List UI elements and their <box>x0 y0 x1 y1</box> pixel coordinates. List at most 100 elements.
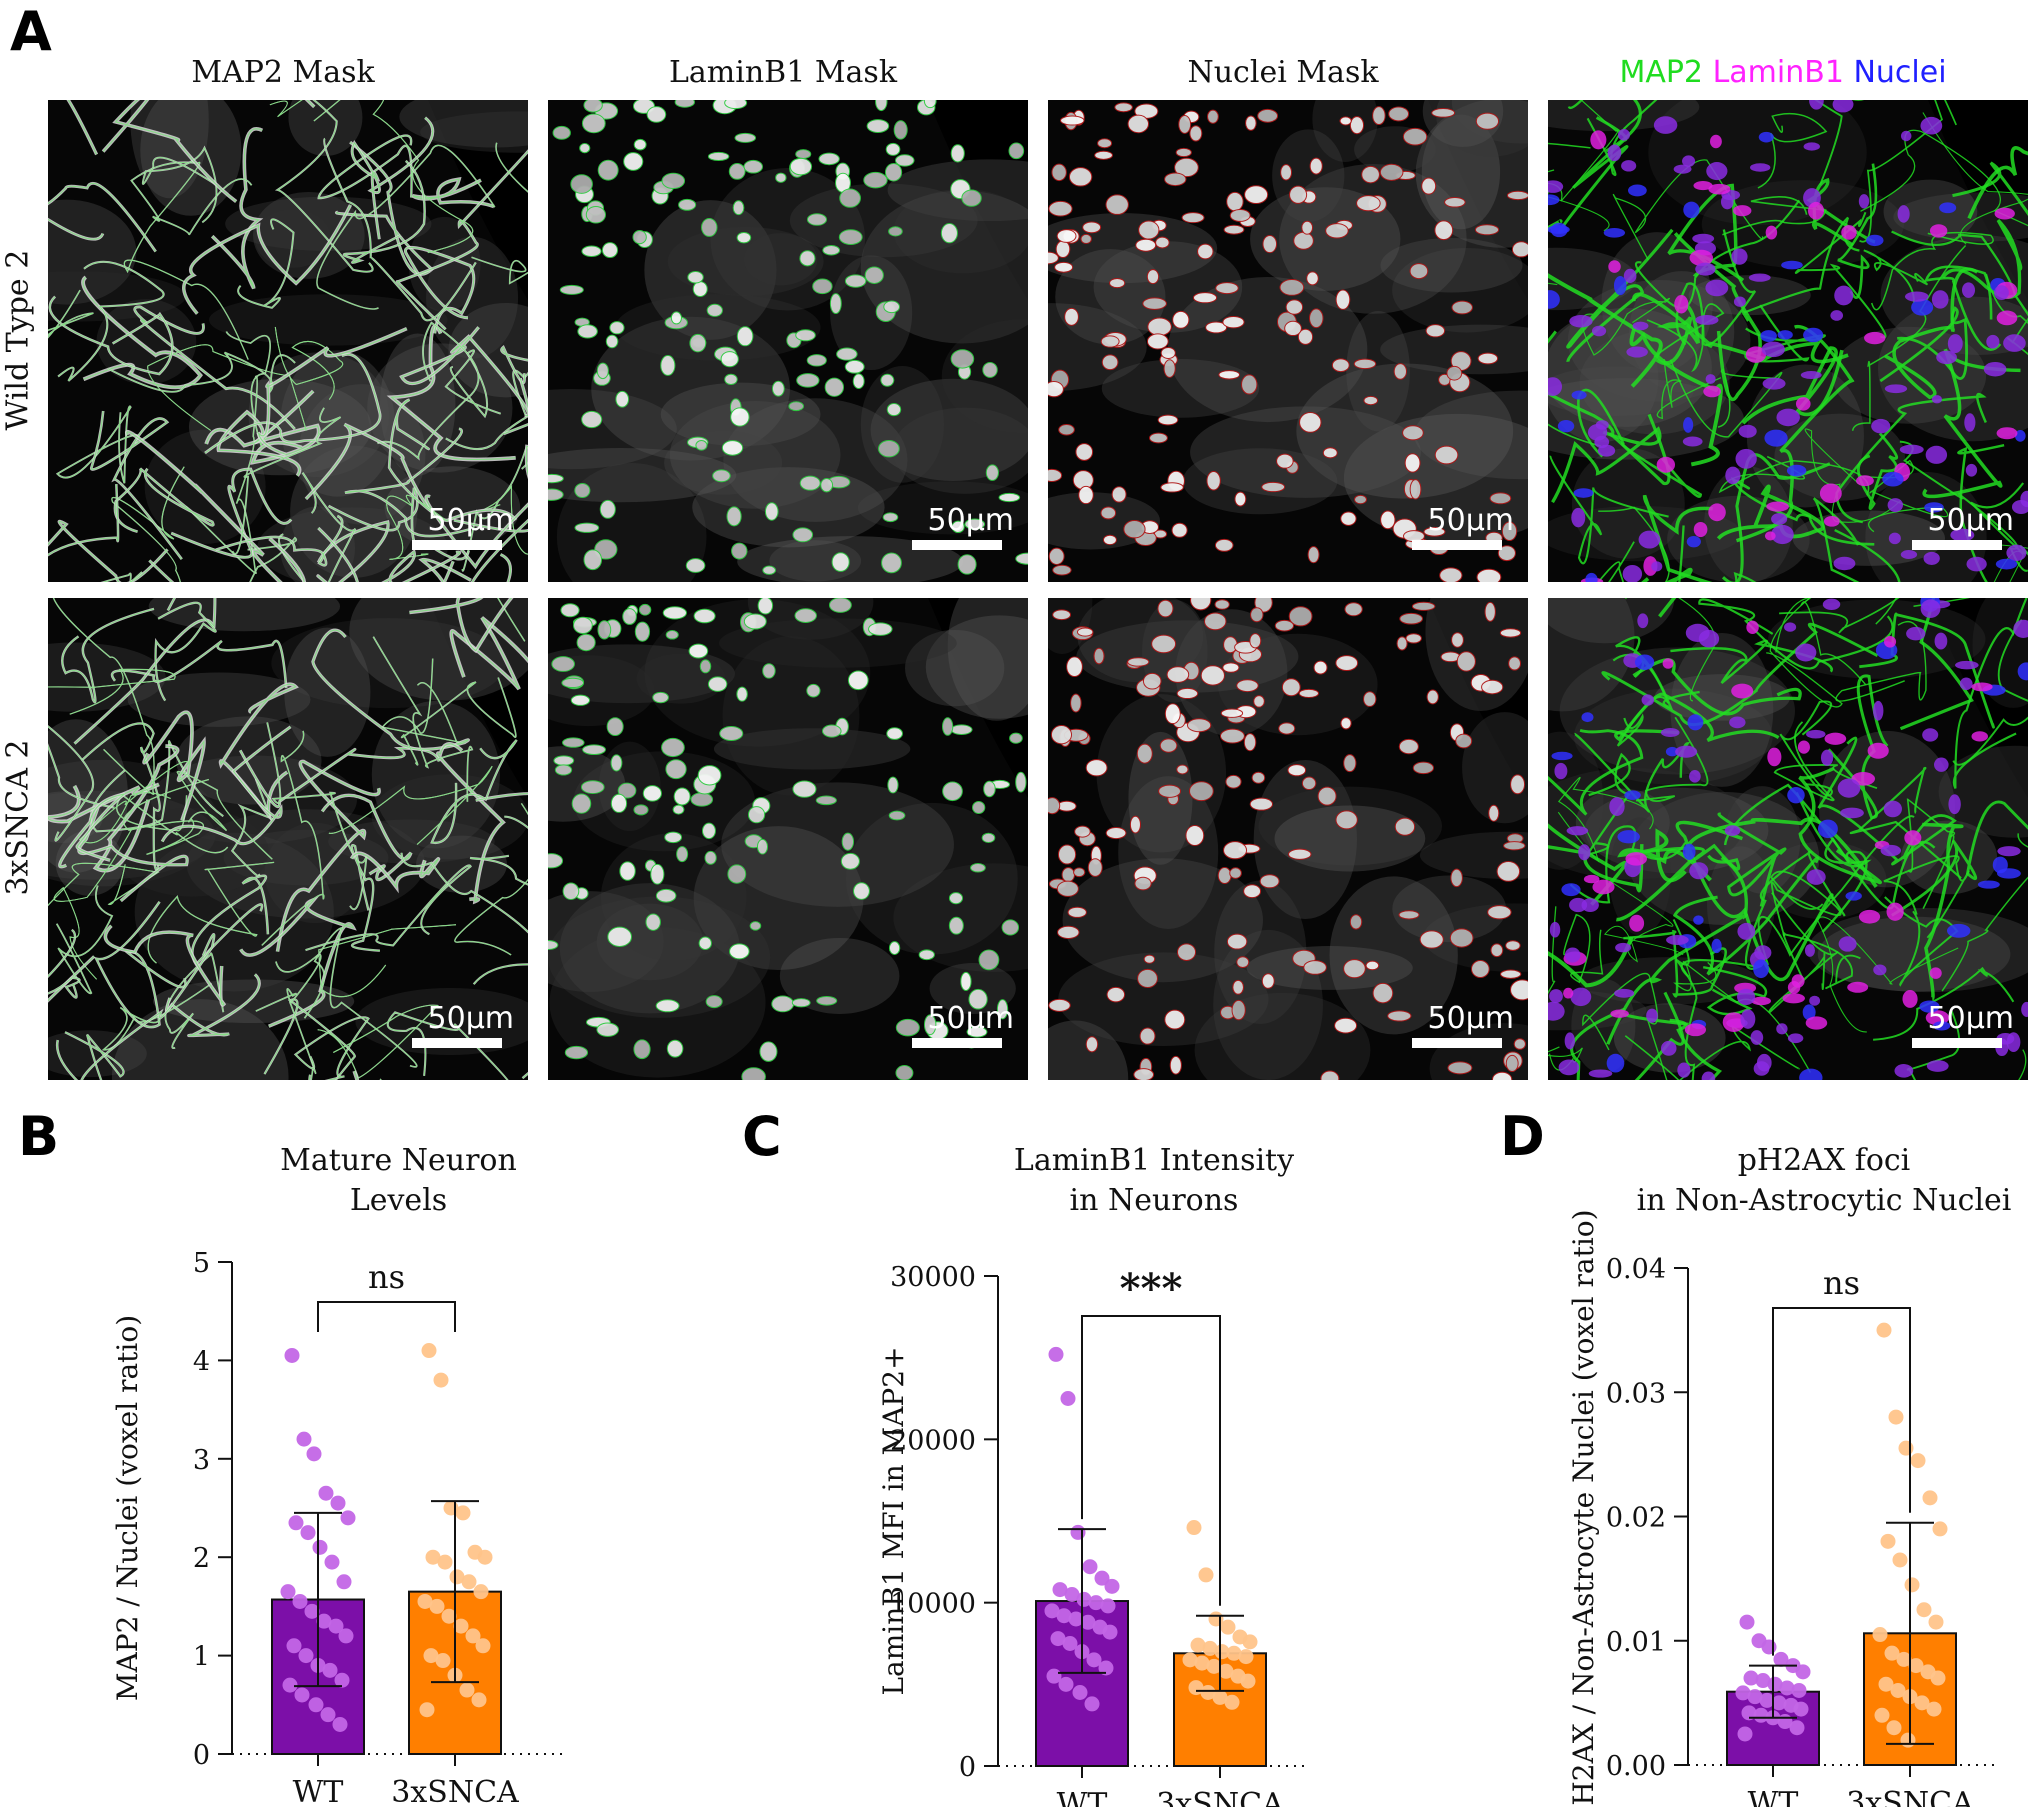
micrograph-texture <box>48 598 528 1080</box>
data-point <box>1052 1582 1068 1598</box>
data-point <box>1064 1587 1080 1602</box>
micrograph-wt-nuclei: 50µm <box>1048 100 1528 582</box>
data-point <box>1904 1577 1920 1593</box>
data-point <box>1795 1664 1811 1680</box>
data-point <box>1190 1637 1206 1653</box>
data-point <box>288 1515 304 1531</box>
data-point <box>294 1687 310 1703</box>
data-point <box>1908 1658 1924 1674</box>
chart-title-line: Mature Neuron <box>280 1143 517 1178</box>
data-point <box>1896 1651 1912 1667</box>
data-point <box>1880 1533 1896 1549</box>
data-point <box>1240 1673 1256 1689</box>
micrograph-texture <box>1548 598 2028 1080</box>
data-point <box>308 1697 324 1713</box>
data-point <box>336 1574 352 1590</box>
micrograph-texture <box>48 100 528 582</box>
data-point <box>1186 1520 1202 1536</box>
data-point <box>1900 1732 1916 1748</box>
data-point <box>306 1446 322 1462</box>
data-point <box>1070 1524 1086 1540</box>
significance-bracket <box>317 1301 456 1332</box>
scale-bar-label: 50µm <box>1927 1001 2014 1036</box>
data-point <box>328 1618 344 1634</box>
data-point <box>286 1638 302 1654</box>
row-label-3xsnca: 3xSNCA 2 <box>0 739 36 896</box>
data-point <box>455 1505 471 1521</box>
micrograph-snca-laminb1: 50µm <box>548 598 1028 1080</box>
chart-d-ph2ax-foci: pH2AX foci in Non-Astrocytic Nuclei pH2AX … <box>1500 1120 2038 1811</box>
x-tick-label: 3xSNCA <box>1846 1786 1974 1807</box>
data-point <box>1200 1685 1216 1700</box>
data-point <box>1194 1655 1210 1671</box>
data-point <box>1878 1676 1894 1692</box>
data-point <box>1048 1346 1064 1362</box>
y-tick-label: 0.03 <box>1606 1378 1666 1409</box>
data-point <box>280 1584 296 1600</box>
significance-bracket <box>1772 1307 1911 1656</box>
data-point <box>1876 1322 1892 1338</box>
data-point <box>1753 1707 1769 1723</box>
panel-letter-a: A <box>10 0 52 63</box>
data-point <box>1761 1639 1777 1655</box>
data-point <box>477 1549 493 1565</box>
data-point <box>282 1677 298 1693</box>
scale-bar-label: 50µm <box>427 503 514 538</box>
scale-bar <box>412 1038 502 1048</box>
column-title-laminb1: LaminB1 Mask <box>668 55 898 90</box>
data-point <box>1050 1631 1066 1647</box>
micrograph-snca-map2: 50µm <box>48 598 528 1080</box>
x-tick-label: WT <box>1057 1787 1108 1807</box>
data-point <box>1072 1685 1088 1700</box>
data-point <box>1791 1682 1807 1698</box>
data-point <box>1789 1720 1805 1736</box>
panel-letter-d: D <box>1500 1105 1545 1168</box>
data-point <box>1898 1440 1914 1456</box>
data-point <box>332 1716 348 1732</box>
data-point <box>1874 1707 1890 1723</box>
y-tick-label: 0 <box>193 1740 210 1771</box>
data-point <box>449 1569 465 1585</box>
micrograph-texture <box>1048 100 1528 582</box>
data-point <box>1088 1595 1104 1611</box>
chart-title-line: in Neurons <box>1070 1183 1239 1218</box>
data-point <box>421 1343 437 1359</box>
y-tick-label: 0.04 <box>1606 1254 1666 1285</box>
data-point <box>453 1618 469 1634</box>
scale-bar <box>1412 1038 1502 1048</box>
data-point <box>1884 1645 1900 1661</box>
data-point <box>429 1598 445 1614</box>
scale-bar <box>412 540 502 550</box>
y-tick-label: 5 <box>193 1248 210 1279</box>
data-point <box>1930 1670 1946 1686</box>
y-axis-label: pH2AX / Non-Astrocyte Nuclei (voxel rati… <box>1567 1209 1600 1807</box>
x-tick-label: 3xSNCA <box>391 1775 519 1807</box>
significance-label: ns <box>1823 1264 1860 1302</box>
data-point <box>1735 1685 1751 1701</box>
data-point <box>1767 1676 1783 1692</box>
data-point <box>322 1662 338 1678</box>
micrograph-texture <box>1048 598 1528 1080</box>
data-point <box>475 1638 491 1654</box>
data-point <box>1226 1645 1242 1661</box>
data-point <box>1926 1701 1942 1717</box>
data-point <box>1737 1726 1753 1742</box>
data-point <box>1104 1578 1120 1594</box>
y-tick-label: 0.01 <box>1606 1627 1666 1658</box>
data-point <box>1771 1695 1787 1711</box>
data-point <box>1046 1668 1062 1684</box>
data-point <box>298 1648 314 1664</box>
data-point <box>1044 1603 1060 1619</box>
data-point <box>1916 1602 1932 1618</box>
micrograph-snca-nuclei: 50µm <box>1048 598 1528 1080</box>
data-point <box>1094 1570 1110 1586</box>
data-point <box>1914 1695 1930 1711</box>
data-point <box>1739 1614 1755 1630</box>
data-point <box>437 1554 453 1570</box>
data-point <box>1202 1640 1218 1656</box>
y-tick-label: 3 <box>193 1445 210 1476</box>
y-tick-label: 0.02 <box>1606 1503 1666 1534</box>
y-tick-label: 4 <box>193 1346 210 1377</box>
data-point <box>1080 1614 1096 1630</box>
chart-title-line: LaminB1 Intensity <box>1014 1143 1294 1178</box>
